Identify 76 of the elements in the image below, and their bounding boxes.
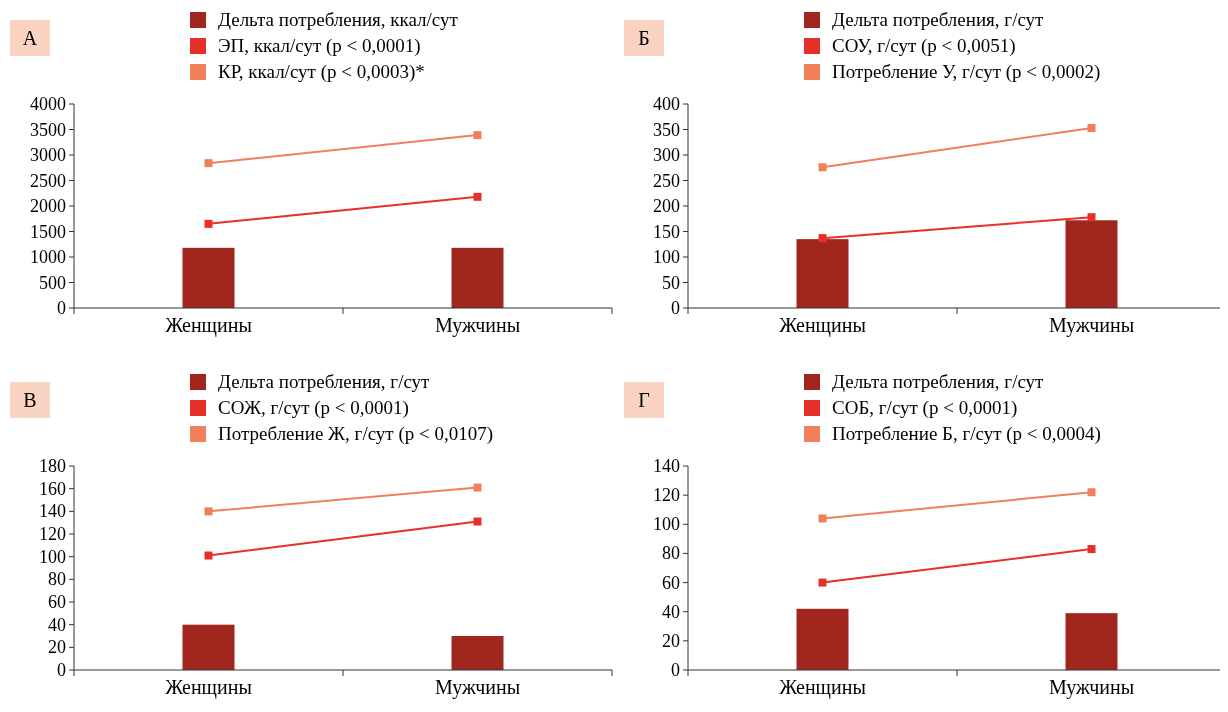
- y-tick-label: 300: [653, 145, 680, 165]
- chart-title: Б: [638, 27, 650, 49]
- y-tick-label: 20: [48, 637, 66, 658]
- point: [818, 234, 827, 243]
- chart-title: В: [23, 389, 37, 411]
- x-tick-label: Мужчины: [1048, 676, 1135, 699]
- x-tick-label: Женщины: [779, 314, 866, 337]
- point: [1087, 488, 1096, 497]
- legend-label: Дельта потребления, г/сут: [832, 9, 1045, 30]
- point: [473, 131, 482, 140]
- y-tick-label: 60: [662, 572, 680, 593]
- x-tick-label: Женщины: [779, 676, 866, 699]
- legend-label: СОБ, г/сут (p < 0,0001): [832, 397, 1018, 419]
- y-tick-label: 140: [653, 456, 680, 476]
- y-tick-label: 3500: [30, 119, 66, 140]
- point: [204, 159, 213, 168]
- y-tick-label: 60: [48, 592, 66, 612]
- y-tick-label: 80: [48, 569, 66, 590]
- y-tick-label: 100: [39, 546, 66, 567]
- point: [818, 514, 827, 523]
- legend-label: СОЖ, г/сут (p < 0,0001): [218, 397, 409, 419]
- y-tick-label: 100: [653, 247, 680, 267]
- chart-title: А: [22, 27, 38, 49]
- y-tick-label: 40: [48, 614, 66, 635]
- chart-title: Г: [638, 389, 650, 411]
- point: [818, 578, 827, 587]
- legend-label: Дельта потребления, г/сут: [832, 371, 1045, 392]
- y-tick-label: 150: [653, 221, 680, 242]
- point: [1087, 545, 1096, 554]
- legend-label: СОУ, г/сут (p < 0,0051): [832, 35, 1016, 57]
- y-tick-label: 180: [39, 456, 66, 476]
- legend-label: Потребление Б, г/сут (p < 0,0004): [832, 423, 1101, 445]
- y-tick-label: 400: [653, 94, 680, 114]
- y-tick-label: 40: [662, 601, 680, 622]
- y-tick-label: 0: [671, 660, 680, 680]
- y-tick-label: 120: [653, 485, 680, 506]
- point: [1087, 123, 1096, 132]
- y-tick-label: 2000: [30, 196, 66, 216]
- y-tick-label: 0: [57, 298, 66, 318]
- y-tick-label: 4000: [30, 94, 66, 114]
- legend-label: Потребление У, г/сут (p < 0,0002): [832, 61, 1101, 83]
- x-tick-label: Мужчины: [434, 314, 521, 337]
- y-tick-label: 80: [662, 543, 680, 564]
- y-tick-label: 0: [57, 660, 66, 680]
- point: [1087, 213, 1096, 222]
- x-tick-label: Мужчины: [1048, 314, 1135, 337]
- y-tick-label: 20: [662, 630, 680, 651]
- y-tick-label: 2500: [30, 170, 66, 191]
- y-tick-label: 160: [39, 478, 66, 499]
- legend-label: Дельта потребления, г/сут: [218, 371, 431, 392]
- point: [473, 192, 482, 201]
- y-tick-label: 1500: [30, 221, 66, 242]
- point: [204, 507, 213, 516]
- y-tick-label: 350: [653, 119, 680, 140]
- legend-label: ЭП, ккал/сут (p < 0,0001): [218, 35, 421, 57]
- y-tick-label: 120: [39, 524, 66, 544]
- y-tick-label: 250: [653, 170, 680, 191]
- y-tick-label: 3000: [30, 145, 66, 165]
- y-tick-label: 100: [653, 514, 680, 535]
- point: [473, 517, 482, 526]
- y-tick-label: 50: [662, 272, 680, 293]
- y-tick-label: 140: [39, 501, 66, 522]
- y-tick-label: 200: [653, 196, 680, 216]
- y-tick-label: 500: [39, 272, 66, 293]
- legend-label: Дельта потребления, ккал/сут: [218, 9, 459, 30]
- point: [204, 551, 213, 560]
- legend-label: КР, ккал/сут (p < 0,0003)*: [218, 61, 425, 83]
- y-tick-label: 1000: [30, 247, 66, 267]
- y-tick-label: 0: [671, 298, 680, 318]
- x-tick-label: Женщины: [165, 676, 252, 699]
- x-tick-label: Женщины: [165, 314, 252, 337]
- point: [204, 219, 213, 228]
- legend-label: Потребление Ж, г/сут (p < 0,0107): [218, 423, 494, 445]
- point: [473, 483, 482, 492]
- point: [818, 163, 827, 172]
- x-tick-label: Мужчины: [434, 676, 521, 699]
